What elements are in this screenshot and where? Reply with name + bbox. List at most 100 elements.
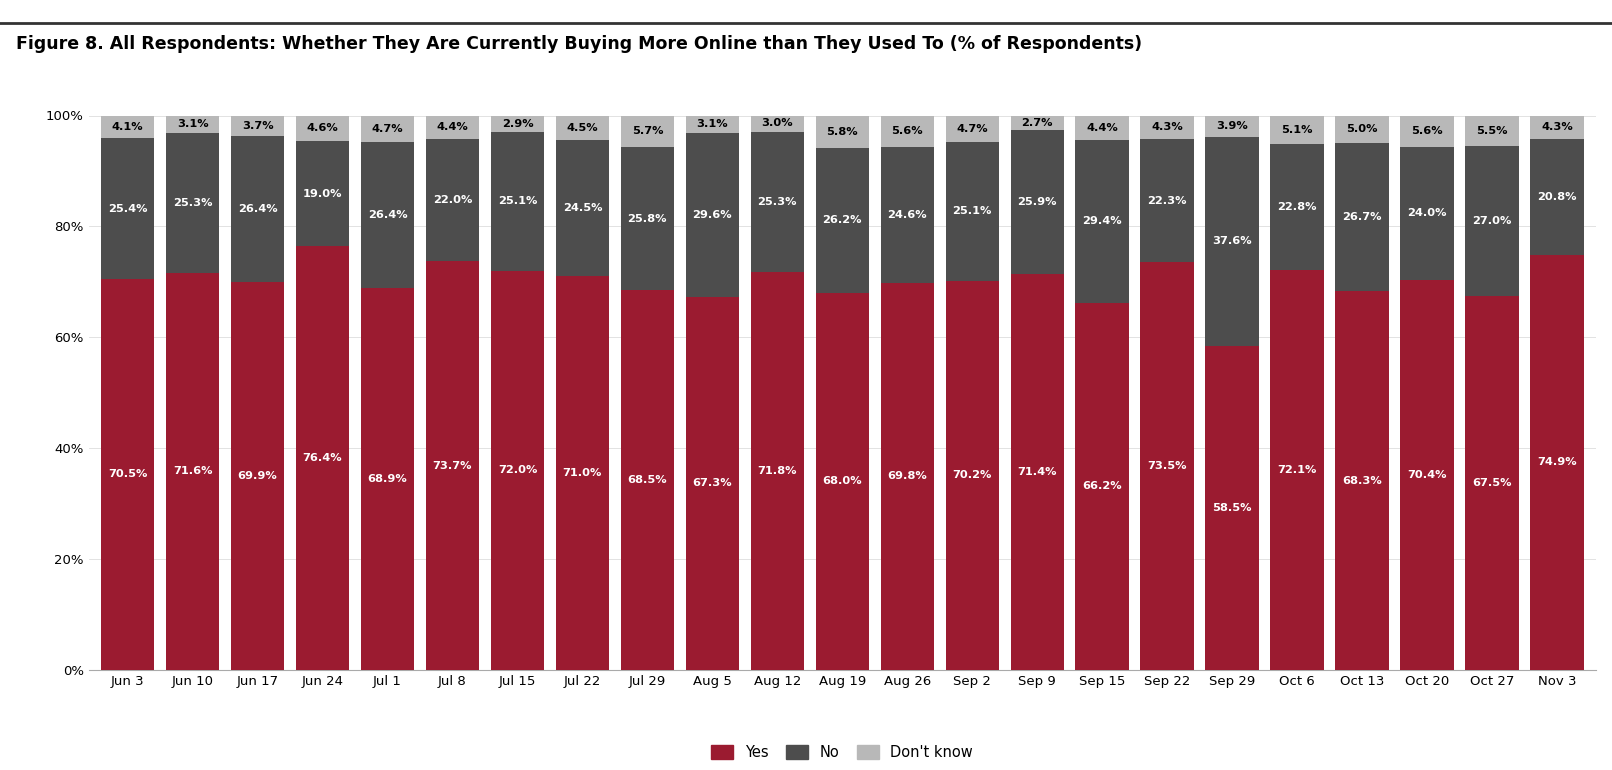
Bar [1401,116,1454,146]
Text: 27.0%: 27.0% [1472,216,1512,226]
Bar [426,261,479,670]
Text: 24.5%: 24.5% [563,203,603,213]
Text: 29.4%: 29.4% [1082,216,1122,226]
Bar [1011,274,1064,670]
Bar [1530,255,1583,670]
Bar [361,116,414,142]
Text: 4.5%: 4.5% [566,123,598,133]
Bar [166,116,219,132]
Text: 73.5%: 73.5% [1148,461,1186,471]
Text: 26.4%: 26.4% [368,209,408,219]
Text: 67.3%: 67.3% [693,478,732,488]
Text: 68.0%: 68.0% [822,477,862,487]
Bar [685,132,738,296]
Text: 3.9%: 3.9% [1215,122,1248,132]
Text: 26.2%: 26.2% [822,216,862,226]
Text: 71.0%: 71.0% [563,468,603,478]
Bar [1465,146,1519,296]
Bar [166,132,219,273]
Text: 22.0%: 22.0% [432,196,472,206]
Bar [685,296,738,670]
Text: 3.0%: 3.0% [761,119,793,129]
Bar [297,141,350,246]
Text: 72.0%: 72.0% [498,465,537,475]
Bar [1206,116,1259,137]
Text: 69.8%: 69.8% [887,471,927,481]
Bar [1465,296,1519,670]
Text: 5.6%: 5.6% [1410,126,1443,136]
Bar [556,116,609,140]
Bar [1075,116,1128,140]
Text: 25.9%: 25.9% [1017,197,1057,207]
Text: 2.9%: 2.9% [501,119,534,129]
Bar [1335,116,1388,143]
Text: Figure 8. All Respondents: Whether They Are Currently Buying More Online than Th: Figure 8. All Respondents: Whether They … [16,35,1143,52]
Bar [556,140,609,276]
Text: 70.2%: 70.2% [953,470,991,480]
Bar [231,136,284,283]
Bar [1206,137,1259,346]
Text: 19.0%: 19.0% [303,189,342,199]
Bar [880,116,933,146]
Bar [946,116,999,142]
Bar [880,283,933,670]
Bar [490,116,545,132]
Text: 22.3%: 22.3% [1148,196,1186,206]
Bar [361,142,414,288]
Bar [1140,263,1194,670]
Bar [1075,140,1128,303]
Text: 5.6%: 5.6% [891,126,924,136]
Bar [1206,346,1259,670]
Bar [1140,115,1194,139]
Text: 4.7%: 4.7% [372,123,403,133]
Text: 25.4%: 25.4% [108,203,147,213]
Bar [1011,130,1064,274]
Bar [1270,116,1323,144]
Bar [1270,144,1323,270]
Bar [297,116,350,141]
Text: 29.6%: 29.6% [693,209,732,219]
Text: 25.1%: 25.1% [498,196,537,206]
Text: 70.5%: 70.5% [108,470,147,480]
Bar [426,139,479,261]
Text: 3.1%: 3.1% [177,119,208,129]
Text: 76.4%: 76.4% [303,453,342,463]
Text: 5.0%: 5.0% [1346,125,1378,134]
Text: 25.8%: 25.8% [627,213,667,223]
Bar [946,281,999,670]
Text: 73.7%: 73.7% [432,460,472,470]
Bar [816,148,869,293]
Text: 26.4%: 26.4% [237,204,277,214]
Bar [621,290,674,670]
Text: 5.1%: 5.1% [1282,125,1312,135]
Text: 25.1%: 25.1% [953,206,991,216]
Bar [1530,139,1583,255]
Text: 4.3%: 4.3% [1151,122,1183,132]
Bar [751,115,804,132]
Bar [102,116,155,139]
Text: 4.6%: 4.6% [306,123,339,133]
Bar [297,246,350,670]
Bar [490,271,545,670]
Bar [946,142,999,281]
Text: 71.4%: 71.4% [1017,467,1057,477]
Bar [1401,280,1454,670]
Text: 74.9%: 74.9% [1538,457,1577,467]
Text: 58.5%: 58.5% [1212,503,1253,513]
Text: 66.2%: 66.2% [1082,481,1122,491]
Bar [621,116,674,147]
Text: 2.7%: 2.7% [1022,118,1053,128]
Bar [1335,291,1388,670]
Bar [426,115,479,139]
Bar [231,116,284,136]
Text: 4.3%: 4.3% [1541,122,1573,132]
Text: 25.3%: 25.3% [172,198,213,208]
Text: 5.8%: 5.8% [827,126,858,136]
Text: 24.0%: 24.0% [1407,208,1446,218]
Text: 68.9%: 68.9% [368,474,408,484]
Bar [361,288,414,670]
Text: 4.1%: 4.1% [111,122,143,132]
Text: 3.1%: 3.1% [696,119,729,129]
Text: 70.4%: 70.4% [1407,470,1446,480]
Bar [816,116,869,148]
